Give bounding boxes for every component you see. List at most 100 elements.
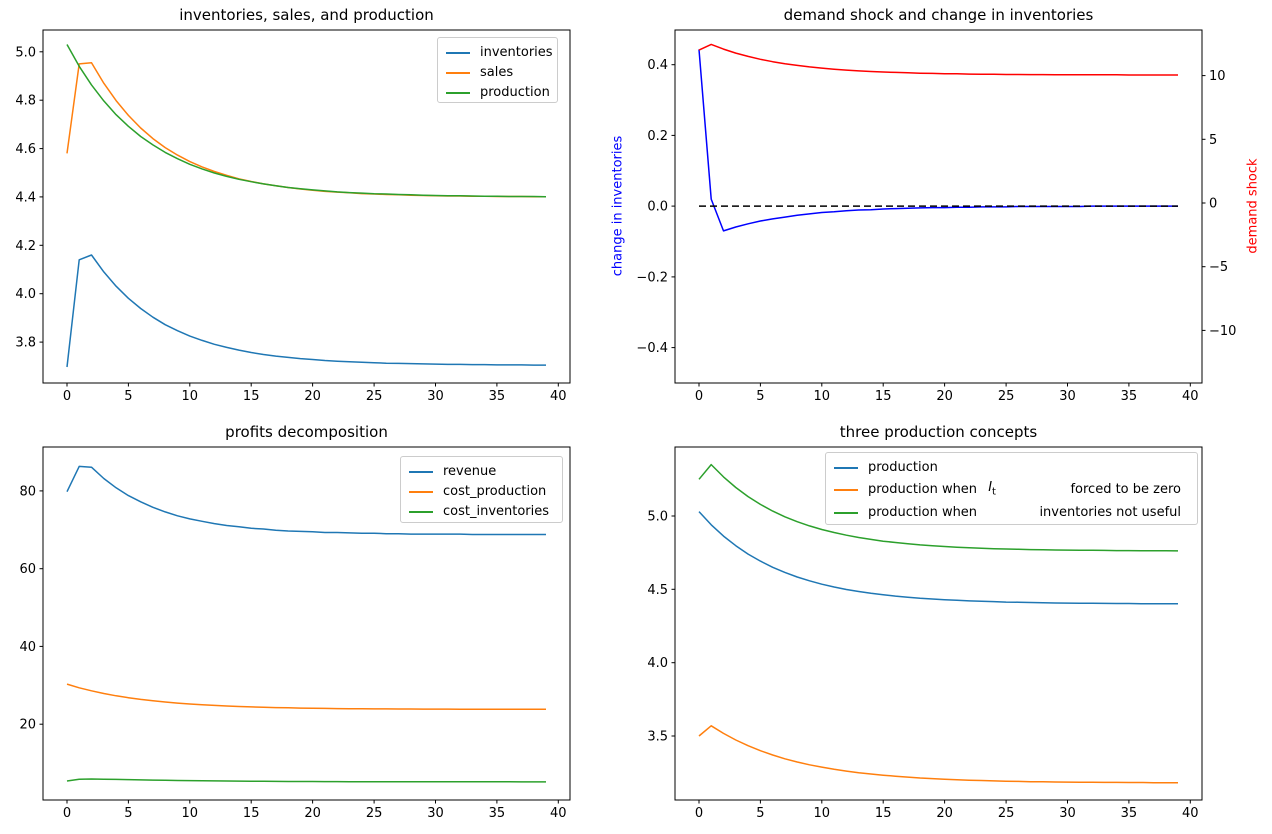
- legend: inventories sales production: [437, 37, 558, 103]
- legend-line-swatch: [446, 72, 470, 74]
- y-tick-label: 4.4: [15, 190, 36, 205]
- legend-item: production: [446, 83, 550, 103]
- y-tick-label: −0.4: [636, 341, 668, 356]
- legend-label: production: [480, 85, 550, 100]
- x-tick-label: 15: [875, 806, 892, 821]
- x-tick-label: 5: [124, 806, 132, 821]
- y-tick-label: 80: [19, 484, 36, 499]
- legend-item: sales: [446, 63, 549, 83]
- plot-frame: [42, 446, 571, 801]
- legend-label: forced to be zero: [1070, 482, 1181, 498]
- y-tick-label: 0.2: [647, 129, 668, 144]
- x-tick-label: 10: [182, 389, 199, 404]
- x-tick-label: 15: [875, 389, 892, 404]
- legend-item: cost_inventories: [409, 502, 554, 522]
- x-tick-label: 0: [63, 806, 71, 821]
- x-tick-label: 40: [1182, 389, 1199, 404]
- legend-line-swatch: [834, 511, 858, 514]
- legend-label: production when: [868, 504, 978, 520]
- y-tick-label: 20: [19, 718, 36, 733]
- series-production-inventories-not-useful: [698, 463, 1179, 552]
- chart-title: demand shock and change in inventories: [783, 6, 1094, 24]
- x-tick-label: 20: [936, 806, 953, 821]
- x-tick-label: 15: [243, 806, 260, 821]
- y2-tick-label: −5: [1209, 260, 1228, 275]
- x-tick-label: 35: [1121, 806, 1138, 821]
- plot-area-inventories-sales-production: 0 5 10 15 20 25 30 35 40 3.8 4.0 4.2 4.4 4.6 4.8 5.0: [15, 29, 571, 404]
- y-tick-label: 4.0: [15, 287, 36, 302]
- series-cost-production: [66, 683, 546, 711]
- x-tick-label: 35: [489, 806, 506, 821]
- plot-frame: [42, 29, 571, 384]
- x-tick-label: 5: [124, 389, 132, 404]
- legend-item: production: [834, 458, 1189, 478]
- y-tick-label: 0.0: [647, 200, 668, 215]
- x-tick-label: 40: [550, 806, 567, 821]
- legend-line-swatch: [409, 471, 433, 473]
- legend-line-swatch: [409, 491, 433, 493]
- x-tick-label: 20: [304, 806, 321, 821]
- y-tick-label: 60: [19, 562, 36, 577]
- x-tick-label: 5: [756, 389, 764, 404]
- legend-line-swatch: [834, 489, 858, 492]
- series-production: [698, 511, 1179, 605]
- legend-line-swatch: [446, 92, 470, 94]
- legend-label: cost_inventories: [443, 504, 550, 519]
- x-tick-label: 30: [1059, 389, 1076, 404]
- x-tick-label: 5: [756, 806, 764, 821]
- legend-label: production when: [868, 482, 982, 498]
- x-tick-label: 30: [1059, 806, 1076, 821]
- x-tick-label: 0: [695, 389, 703, 404]
- y-tick-label: 5.0: [647, 510, 668, 525]
- y-tick-label: 4.6: [15, 142, 36, 157]
- legend: revenue cost_production cost_inventories: [400, 456, 563, 523]
- x-tick-label: 15: [243, 389, 260, 404]
- legend-line-swatch: [834, 467, 858, 469]
- plot-area-profits-decomposition: 0 5 10 15 20 25 30 35 40 20 40 60 80: [19, 446, 571, 821]
- legend-label: revenue: [443, 464, 497, 479]
- legend: production production when It forced to …: [825, 452, 1198, 525]
- chart-title: inventories, sales, and production: [179, 6, 434, 24]
- x-tick-label: 25: [366, 806, 383, 821]
- y2-tick-label: 0: [1209, 197, 1217, 212]
- y-axis-label-change-in-inventories: change in inventories: [610, 135, 626, 277]
- legend-label: inventories not useful: [1039, 504, 1181, 520]
- series-inventories: [66, 254, 546, 368]
- chart-title: three production concepts: [839, 423, 1038, 441]
- chart-title: profits decomposition: [225, 423, 388, 441]
- y-tick-label: 3.5: [647, 730, 668, 745]
- legend-line-swatch: [409, 511, 433, 513]
- x-tick-label: 10: [814, 806, 831, 821]
- legend-item: production when It forced to be zero: [834, 478, 1189, 503]
- y-tick-label: 5.0: [15, 45, 36, 60]
- x-tick-label: 25: [366, 389, 383, 404]
- x-tick-label: 40: [550, 389, 567, 404]
- x-tick-label: 30: [427, 389, 444, 404]
- x-tick-label: 25: [998, 389, 1015, 404]
- y2-tick-label: −10: [1209, 324, 1236, 339]
- x-tick-label: 0: [63, 389, 71, 404]
- x-tick-label: 20: [304, 389, 321, 404]
- x-tick-label: 35: [1121, 389, 1138, 404]
- x-tick-label: 35: [489, 389, 506, 404]
- series-change-in-inventories: [698, 49, 1178, 232]
- y-tick-label: 4.0: [647, 656, 668, 671]
- x-tick-label: 10: [182, 806, 199, 821]
- x-tick-label: 20: [936, 389, 953, 404]
- series-cost-inventories: [66, 778, 546, 783]
- legend-item: cost_production: [409, 482, 554, 502]
- x-tick-label: 30: [427, 806, 444, 821]
- x-tick-label: 40: [1182, 806, 1199, 821]
- plot-frame: [674, 446, 1203, 801]
- legend-label: cost_production: [443, 484, 547, 499]
- y-tick-label: −0.2: [636, 270, 668, 285]
- y2-tick-label: 10: [1209, 69, 1226, 84]
- y2-tick-label: 5: [1209, 133, 1217, 148]
- plot-area-demand-shock: 0 5 10 15 20 25 30 35 40 −0.4 −0.2 0.0 0.2 0.4 −10 −5 0 5…: [636, 29, 1236, 404]
- legend-item: production when inventories not useful: [834, 503, 1189, 523]
- x-tick-label: 25: [998, 806, 1015, 821]
- y-tick-label: 4.5: [647, 583, 668, 598]
- legend-label: sales: [480, 65, 514, 80]
- x-tick-label: 0: [695, 806, 703, 821]
